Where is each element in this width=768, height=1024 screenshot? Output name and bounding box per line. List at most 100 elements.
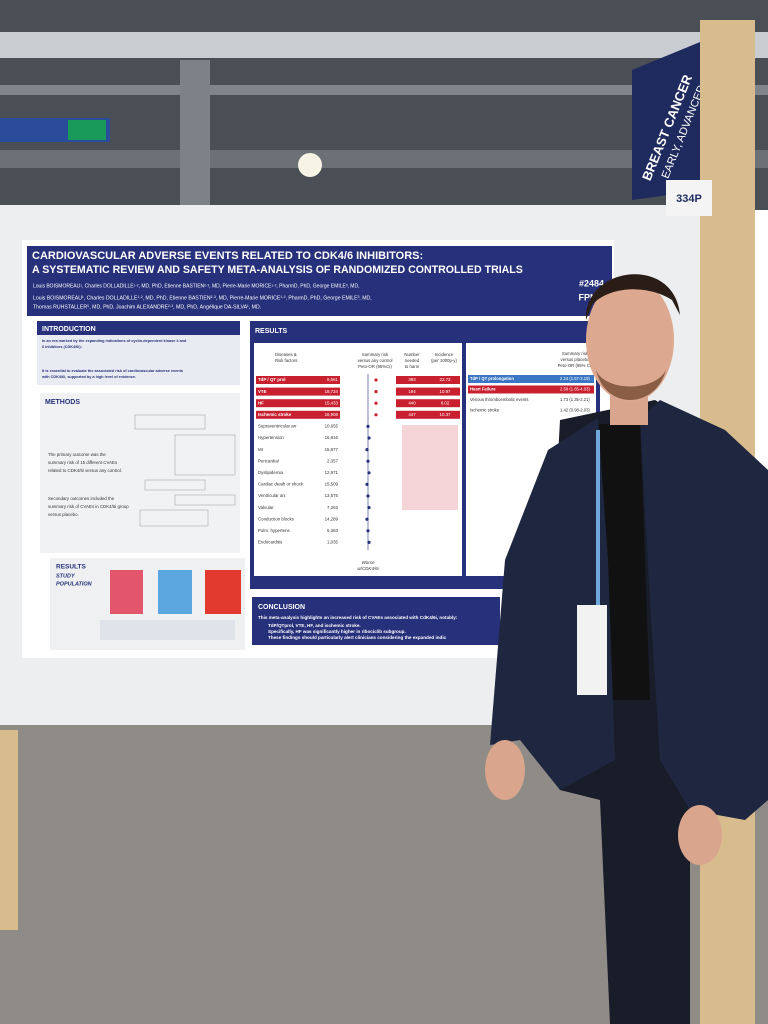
row-highlight (468, 385, 594, 394)
risk-factor: HF (258, 400, 264, 405)
risk-factor: Pericardial (258, 458, 279, 463)
flow-box (144, 479, 206, 491)
hand (678, 805, 722, 865)
section-heading: CONCLUSION (258, 604, 305, 611)
nnh: 194 (408, 389, 416, 394)
point-estimate (367, 471, 371, 475)
patients: 10,655 (325, 424, 339, 429)
conclusion-text: This meta-analysis highlights an increas… (258, 615, 458, 620)
intro-text: 6 inhibitors (CDK4/6i): (42, 345, 82, 349)
incidence: 8.02 (441, 400, 450, 405)
methods-text: summary risk of 15 different CVAEs (48, 460, 118, 465)
column-header: Number (404, 352, 420, 357)
hair (585, 274, 680, 320)
nnh: 447 (408, 412, 416, 417)
section-heading: RESULTS (56, 564, 87, 571)
truss (0, 32, 768, 58)
intro-text: with CDK4/6i, supported by a high level … (41, 375, 136, 379)
column-header: Incidence (435, 352, 454, 357)
patients: 5,363 (327, 528, 339, 533)
nnh: 440 (408, 400, 416, 405)
patients: 12,971 (325, 470, 339, 475)
row-highlight (396, 376, 460, 384)
placebo-or: 2.24 (1.57-3.19) (560, 376, 590, 381)
risk-factor: VTE (258, 389, 267, 394)
point-estimate (366, 459, 370, 463)
row-highlight (396, 399, 460, 408)
subheading: POPULATION (56, 581, 93, 587)
column-header: to harm (405, 364, 420, 369)
point-estimate (367, 436, 371, 440)
patients: 16,908 (325, 412, 339, 417)
placebo-event: Ischemic stroke (470, 408, 500, 413)
patients: 13,575 (325, 493, 339, 498)
patients: 18,724 (325, 389, 339, 394)
intro-header (37, 321, 240, 335)
incidence: 10.97 (440, 389, 452, 394)
number-plate (666, 180, 712, 216)
person (485, 274, 768, 1024)
column (180, 60, 210, 205)
point-estimate (366, 529, 370, 533)
row-highlight (256, 399, 340, 408)
intro-text: In an era marked by the expanding indica… (42, 339, 187, 343)
risk-factor: Endocarditis (258, 540, 283, 545)
risk-factor: TdP / QT prol (258, 377, 285, 382)
column-header: Summary risk (362, 352, 389, 357)
point-estimate (374, 378, 378, 382)
column-header: (per 1000p-y) (431, 358, 457, 363)
patients: 14,289 (325, 516, 339, 521)
axis-label: w/CDK4/6i (357, 566, 379, 571)
methods-text: The primary outcome was the (48, 452, 106, 457)
placebo-or: 1.73 (1.35-2.21) (560, 397, 590, 402)
banner (632, 40, 705, 200)
point-estimate (365, 517, 369, 521)
point-estimate (374, 413, 378, 417)
abstract-id: #2484 (579, 278, 604, 288)
column-header: Peto-OR (95%CI) (358, 364, 392, 369)
figure (110, 570, 143, 614)
conclusion-text: Specifically, HF was significantly highe… (268, 629, 406, 634)
point-estimate (374, 401, 378, 405)
patients: 2,357 (327, 458, 339, 463)
risk-factor: Conduction blocks (258, 516, 295, 521)
row-highlight (256, 410, 340, 419)
point-estimate (365, 448, 369, 452)
patients: 15,433 (325, 400, 339, 405)
risk-factor: MI (258, 447, 263, 452)
row-highlight (396, 410, 460, 419)
placebo-event: Venous thromboembolic events (470, 397, 528, 402)
methods-text: related to CDK4/6i versus any control. (48, 468, 122, 473)
patients: 9,561 (327, 377, 339, 382)
risk-factor: Valvular (258, 505, 274, 510)
lamp (298, 153, 322, 177)
jacket-right (640, 400, 768, 820)
conclusion-text: TdP/QTprol, VTE, HF, and ischemic stroke… (268, 623, 361, 628)
point-estimate (367, 540, 371, 545)
authors: Thomas RUHSTALLER⁵, MD, PhD, Joachim ALE… (33, 304, 261, 310)
risk-factor: Cardiac death or shock (258, 482, 304, 487)
risk-factor: Dyslipidemia (258, 470, 283, 475)
exit-icon (68, 120, 106, 140)
section-heading: INTRODUCTION (42, 326, 96, 333)
flow-box (174, 434, 236, 476)
face (586, 278, 674, 402)
point-estimate (366, 494, 370, 498)
patients: 16,816 (325, 435, 339, 440)
point-estimate (367, 506, 371, 510)
placebo-event: TdP / QT prolongation (470, 376, 514, 381)
column-header: Risk factors (275, 358, 297, 363)
beam (0, 85, 768, 95)
column-header: needed (405, 358, 420, 363)
booth-number: 334P (676, 193, 702, 205)
risk-factor: Pulm. hypertens (258, 528, 291, 533)
conclusion-text: These findings should particularly alert… (268, 635, 447, 640)
column-header: Peto-OR (95% CI) (558, 363, 593, 368)
wood-leg (0, 730, 18, 930)
row-highlight (468, 375, 594, 383)
authors: Louis BOISMOREAU¹, Charles DOLLADILLE¹·²… (33, 295, 372, 301)
column-header: versus any control (358, 358, 393, 363)
figure (205, 570, 241, 614)
